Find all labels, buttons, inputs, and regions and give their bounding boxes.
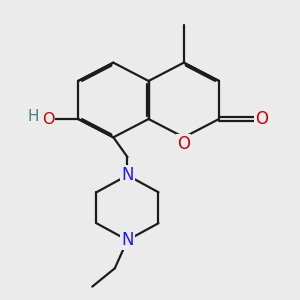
Text: N: N — [121, 167, 134, 184]
Text: O: O — [177, 135, 190, 153]
Text: O: O — [256, 110, 268, 128]
Text: N: N — [121, 231, 134, 249]
Text: O: O — [42, 112, 54, 127]
Text: H: H — [27, 109, 39, 124]
